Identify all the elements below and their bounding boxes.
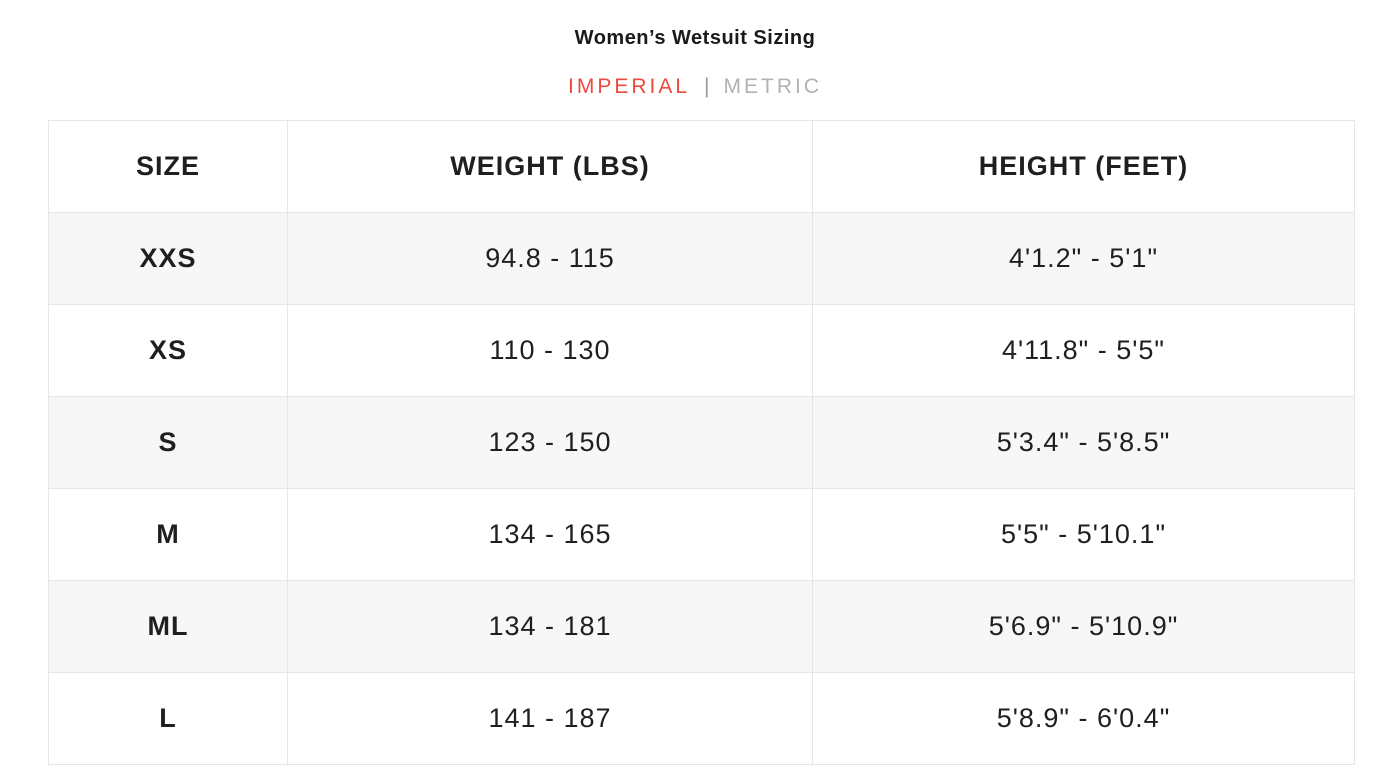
size-cell: XXS (48, 212, 288, 305)
table-row: S 123 - 150 5'3.4" - 5'8.5" (48, 396, 1355, 489)
height-cell: 4'11.8" - 5'5" (812, 304, 1355, 397)
page-title: Women’s Wetsuit Sizing (574, 27, 816, 49)
weight-cell: 141 - 187 (287, 672, 813, 765)
unit-toggle: IMPERIAL | METRIC (0, 74, 1390, 100)
weight-cell: 94.8 - 115 (287, 212, 813, 305)
table-row: M 134 - 165 5'5" - 5'10.1" (48, 488, 1355, 581)
table-row: XXS 94.8 - 115 4'1.2" - 5'1" (48, 212, 1355, 305)
size-cell: XS (48, 304, 288, 397)
height-cell: 5'3.4" - 5'8.5" (812, 396, 1355, 489)
height-cell: 5'8.9" - 6'0.4" (812, 672, 1355, 765)
table-row: ML 134 - 181 5'6.9" - 5'10.9" (48, 580, 1355, 673)
table-row: XS 110 - 130 4'11.8" - 5'5" (48, 304, 1355, 397)
imperial-tab[interactable]: IMPERIAL (568, 75, 691, 98)
metric-tab[interactable]: METRIC (723, 75, 822, 98)
weight-cell: 134 - 181 (287, 580, 813, 673)
header-row: SIZE WEIGHT (LBS) HEIGHT (FEET) (48, 120, 1355, 213)
column-header-height: HEIGHT (FEET) (812, 120, 1355, 213)
weight-cell: 110 - 130 (287, 304, 813, 397)
weight-cell: 123 - 150 (287, 396, 813, 489)
size-cell: S (48, 396, 288, 489)
height-cell: 5'6.9" - 5'10.9" (812, 580, 1355, 673)
table-row: L 141 - 187 5'8.9" - 6'0.4" (48, 672, 1355, 765)
size-cell: ML (48, 580, 288, 673)
size-cell: M (48, 488, 288, 581)
height-cell: 5'5" - 5'10.1" (812, 488, 1355, 581)
unit-toggle-separator: | (704, 75, 710, 98)
sizing-table: SIZE WEIGHT (LBS) HEIGHT (FEET) XXS 94.8… (48, 120, 1355, 765)
weight-cell: 134 - 165 (287, 488, 813, 581)
column-header-size: SIZE (48, 120, 288, 213)
column-header-weight: WEIGHT (LBS) (287, 120, 813, 213)
height-cell: 4'1.2" - 5'1" (812, 212, 1355, 305)
size-cell: L (48, 672, 288, 765)
